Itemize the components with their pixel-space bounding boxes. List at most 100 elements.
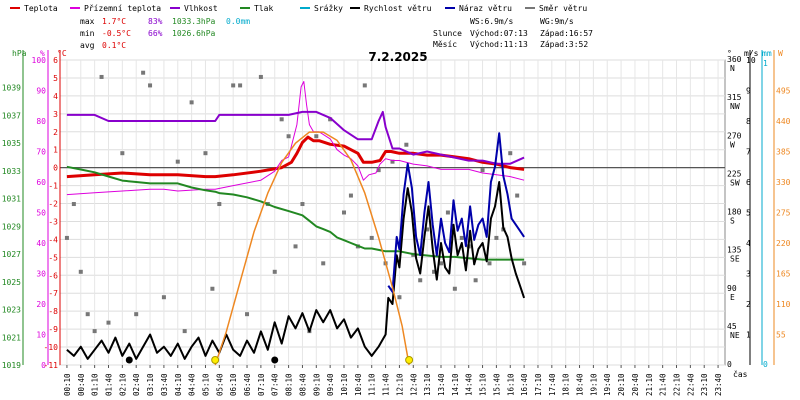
solar-tick-label: 110 [776,300,791,309]
humidity-tick-label: 50 [36,209,46,218]
wind-direction-point [487,261,492,266]
wind-speed-tick-label: 2 [746,300,751,309]
moon-rise: Východ:11:13 [470,40,528,49]
direction-tick-label: 225 [727,169,742,178]
x-tick-label: 07:10 [257,373,266,396]
moon-marker [271,356,279,364]
wind-direction-point [106,320,111,325]
wind-direction-point [293,244,298,249]
solar-unit: W [778,49,783,58]
moon-label: Měsíc [433,40,457,49]
solar-tick-label: 220 [776,239,791,248]
wind-speed-info: WS:6.9m/s [470,17,514,26]
x-tick-label: 15:10 [479,373,488,396]
sun-set: Západ:16:57 [540,29,593,38]
x-tick-label: 02:40 [132,373,141,396]
wind-direction-point [369,235,374,240]
direction-tick-label: 90 [727,284,737,293]
wind-direction-point [404,142,409,147]
wind-direction-point [231,83,236,88]
direction-name-label: SE [730,255,740,264]
x-tick-label: 21:10 [645,373,654,396]
wind-direction-point [390,159,395,164]
temperature-tick-label: -2 [48,200,58,209]
x-tick-label: 21:40 [659,373,668,396]
direction-tick-label: 270 [727,131,742,140]
wind-direction-point [438,261,443,266]
x-tick-label: 19:40 [603,373,612,396]
direction-name-label: NE [730,331,740,340]
x-tick-label: 20:40 [631,373,640,396]
solar-tick-label: 440 [776,117,791,126]
pressure-tick-label: 1025 [2,278,21,287]
wind-direction-point [314,134,319,139]
wind-direction-point [64,235,69,240]
wind-speed-tick-label: 3 [746,270,751,279]
x-tick-label: 12:40 [409,373,418,396]
wind-direction-point [279,117,284,122]
sun-marker [211,356,220,364]
humidity-tick-label: 0 [41,361,46,370]
moon-marker [125,356,133,364]
wind-speed-tick-label: 5 [746,209,751,218]
x-tick-label: 20:10 [617,373,626,396]
temperature-tick-label: 4 [53,92,58,101]
rain-tick-label: 1 [763,59,768,68]
series-line-sluneční-záření [214,131,410,366]
legend-label: Vlhkost [184,4,218,13]
wind-direction-point [321,261,326,266]
wind-speed-unit: m/s [744,49,759,58]
temperature-unit: °C [57,49,67,58]
solar-tick-label: 55 [776,331,786,340]
x-tick-label: 05:10 [201,373,210,396]
solar-tick-label: 495 [776,87,791,96]
stats-min-press: 1026.6hPa [172,29,216,38]
wind-direction-point [473,278,478,283]
sun-label: Slunce [433,29,462,38]
humidity-tick-label: 40 [36,239,46,248]
wind-direction-point [210,286,215,291]
pressure-unit: hPa [12,49,27,58]
x-tick-label: 04:40 [188,373,197,396]
wind-direction-point [425,227,430,232]
wind-direction-point [515,193,520,198]
temperature-tick-label: -4 [48,235,58,244]
solar-tick-label: 385 [776,148,791,157]
direction-tick-label: 0 [727,360,732,369]
wind-direction-point [141,70,146,75]
humidity-tick-label: 60 [36,178,46,187]
x-tick-label: 17:40 [548,373,557,396]
temperature-tick-label: 5 [53,74,58,83]
temperature-tick-label: 6 [53,56,58,65]
wind-direction-point [238,83,243,88]
stats-max-hum: 83% [148,17,163,26]
x-tick-label: 18:40 [576,373,585,396]
x-tick-label: 15:40 [492,373,501,396]
stats-min-label: min [80,29,95,38]
wind-direction-point [245,312,250,317]
x-tick-label: 17:10 [534,373,543,396]
series-line-vlhkost [66,110,525,165]
direction-unit: ° [727,49,732,58]
pressure-tick-label: 1019 [2,361,21,370]
wind-speed-tick-label: 4 [746,239,751,248]
humidity-unit: % [40,49,45,58]
wind-direction-point [286,134,291,139]
x-tick-label: 16:40 [520,373,529,396]
x-tick-label: 14:40 [465,373,474,396]
x-tick-label: 22:10 [673,373,682,396]
temperature-tick-label: -5 [48,253,58,262]
direction-name-label: E [730,293,735,302]
rain-tick-label: 0 [763,360,768,369]
temperature-tick-label: 2 [53,128,58,137]
stats-max-label: max [80,17,95,26]
wind-direction-point [258,74,263,79]
wind-direction-point [78,269,83,274]
stats-max-temp: 1.7°C [102,17,126,26]
series-line-náraz-větru [387,132,525,293]
solar-tick-label: 275 [776,209,791,218]
stats-min-temp: -0.5°C [102,29,131,38]
wind-direction-point [459,235,464,240]
wind-direction-point [508,151,513,156]
solar-tick-label: 330 [776,178,791,187]
